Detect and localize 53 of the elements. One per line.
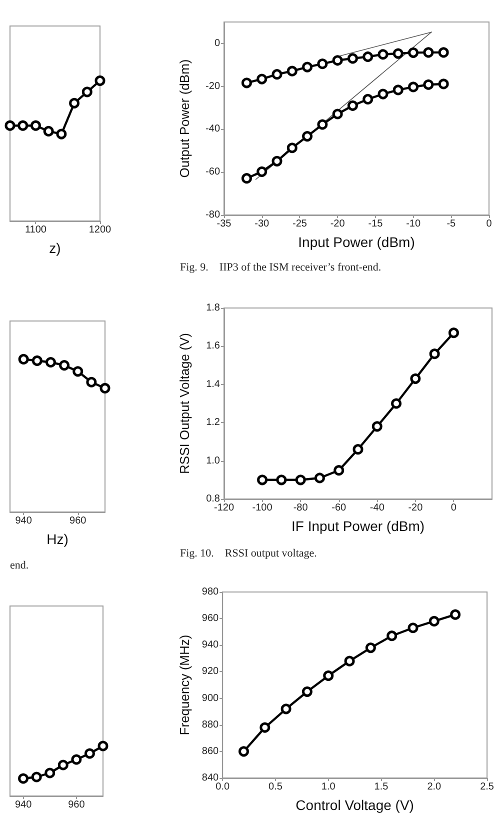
y-tick-label: 1.4 [206, 378, 220, 390]
y-tick-label: -40 [206, 124, 220, 135]
x-tick-label: 2.5 [480, 782, 494, 792]
y-tick-label: 920 [202, 666, 220, 678]
text: end. [10, 560, 29, 572]
x-tick-label: -10 [406, 218, 421, 230]
y-tick-label: 1.2 [206, 417, 220, 428]
y-tick-label: 980 [202, 586, 220, 598]
x-tick-label: 0 [450, 502, 457, 514]
y-tick-label: 960 [202, 613, 220, 624]
y-tick-label: -60 [206, 166, 220, 178]
x-tick-label: 1200 [88, 224, 112, 236]
x-axis-title: Input Power (dBm) [298, 234, 415, 250]
y-tick-label: 880 [202, 719, 220, 730]
x-tick-label: 1100 [24, 224, 47, 236]
x-axis-title: z) [49, 240, 61, 256]
caption: Fig. 10. RSSI output voltage. [180, 548, 318, 560]
x-tick-label: 0.0 [216, 782, 230, 792]
y-axis-title: RSSI Output Voltage (V) [177, 333, 192, 474]
x-tick-label: -100 [252, 502, 273, 514]
x-tick-label: -25 [292, 218, 308, 230]
x-tick-label: -35 [216, 218, 232, 230]
caption: Fig. 9. IIP3 of the ISM receiver’s front-end. [180, 262, 382, 274]
y-tick-label: 940 [202, 640, 220, 651]
x-tick-label: -60 [332, 502, 347, 514]
x-tick-label: -20 [408, 502, 424, 514]
x-tick-label: -20 [330, 218, 346, 230]
x-tick-label: -80 [293, 502, 308, 514]
x-tick-label: 0 [486, 218, 492, 230]
y-tick-label: -20 [206, 80, 220, 92]
x-tick-label: -30 [254, 218, 270, 230]
x-tick-label: -15 [368, 218, 384, 230]
x-axis-title: IF Input Power (dBm) [291, 518, 425, 534]
x-tick-label: -40 [370, 502, 385, 514]
y-tick-label: 0 [214, 38, 220, 49]
y-tick-label: 0.8 [206, 494, 220, 504]
x-axis-title: Hz) [46, 531, 68, 547]
x-axis-title: Control Voltage (V) [296, 797, 414, 813]
y-tick-label: -80 [206, 210, 220, 220]
y-axis-title: Output Power (dBm) [177, 59, 192, 178]
y-tick-label: 840 [202, 772, 220, 784]
y-tick-label: 1.0 [206, 455, 220, 466]
y-tick-label: 900 [202, 692, 220, 704]
y-tick-label: 1.6 [206, 340, 220, 352]
y-tick-label: 1.8 [206, 302, 220, 314]
x-tick-label: -5 [446, 218, 456, 230]
x-tick-label: 2.0 [427, 782, 442, 792]
y-tick-label: 860 [202, 746, 220, 757]
y-axis-title: Frequency (MHz) [177, 634, 192, 736]
x-tick-label: -120 [214, 502, 234, 514]
x-tick-label: 0.5 [268, 782, 283, 792]
x-tick-label: 1.0 [321, 782, 336, 792]
x-tick-label: 1.5 [374, 782, 389, 792]
